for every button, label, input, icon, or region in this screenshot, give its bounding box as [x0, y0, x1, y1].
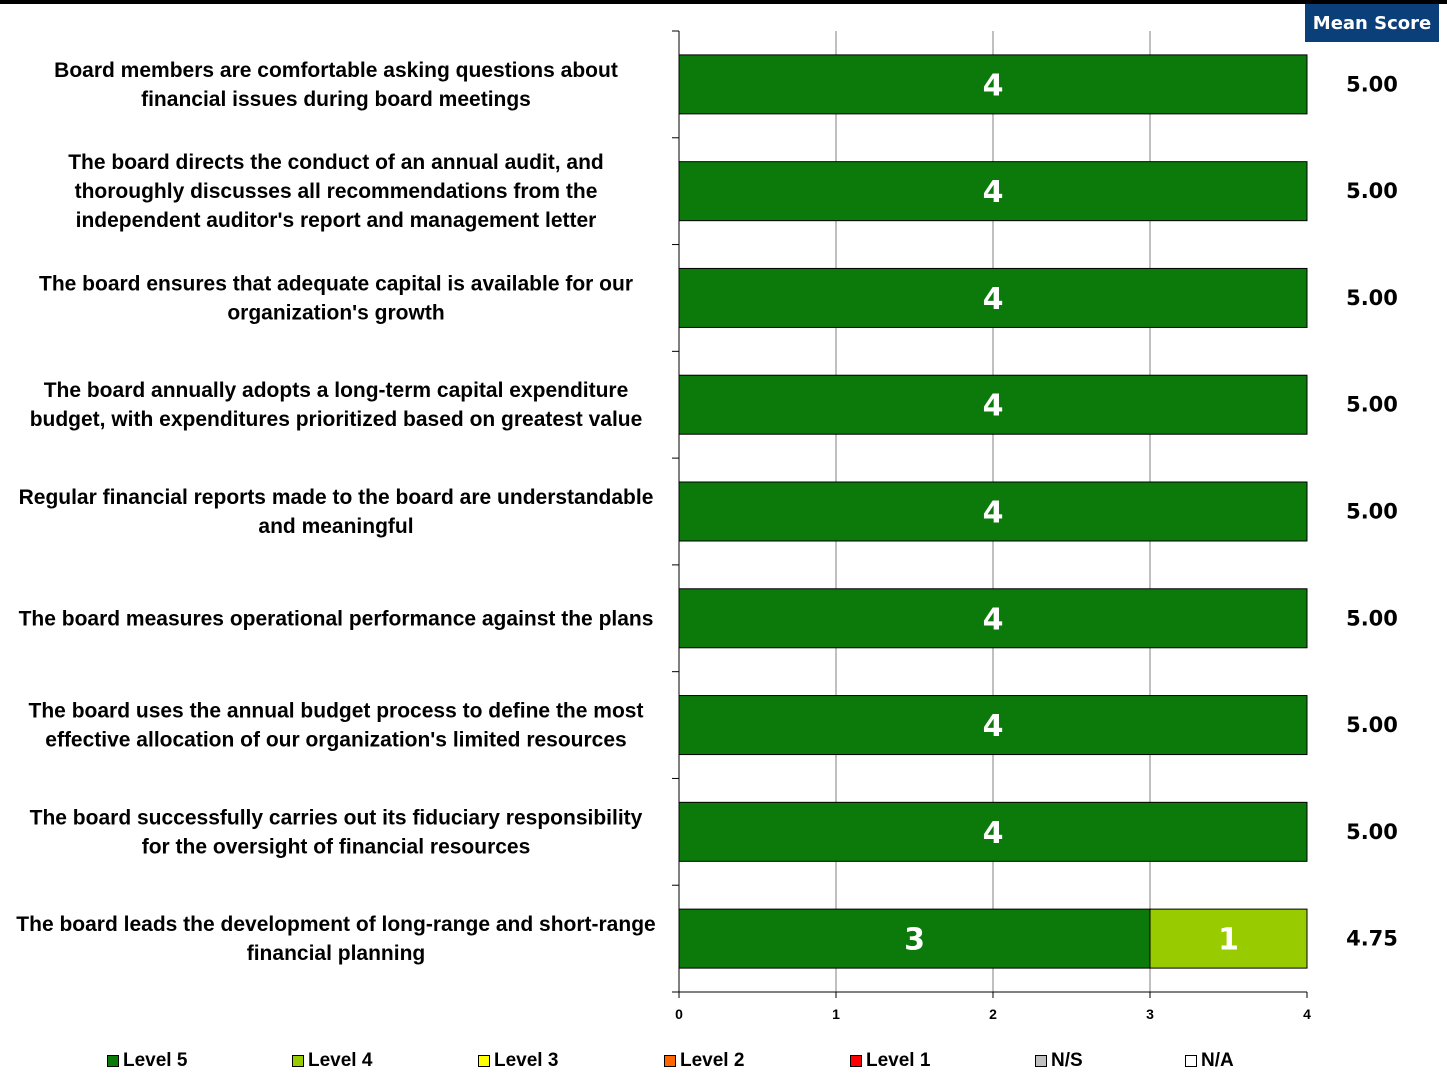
category-label: Board members are comfortable asking que…: [54, 59, 618, 111]
legend-item: Level 1: [850, 1050, 930, 1072]
legend-item: Level 4: [292, 1050, 372, 1072]
mean-score-value: 5.00: [1346, 713, 1398, 737]
category-label-line: financial planning: [247, 942, 426, 965]
legend-label: N/A: [1201, 1050, 1234, 1071]
bar-value-label: 4: [983, 389, 1004, 424]
category-label-line: The board uses the annual budget process…: [29, 700, 644, 723]
bar-value-label: 4: [983, 68, 1004, 103]
mean-score-column: 5.00 5.00 5.00 5.00 5.00 5.00 5.00 5.00 4.75: [1346, 72, 1398, 950]
bar-value-label: 4: [983, 602, 1004, 637]
bar-value-label: 4: [983, 282, 1004, 317]
legend-swatch: [107, 1055, 119, 1067]
mean-score-value: 5.00: [1346, 72, 1398, 96]
category-label: The board annually adopts a long-term ca…: [30, 379, 643, 431]
stacked-bar-chart: 4 4 4 4 4 4 4 4 3 1 0 1 2 3 4 Board members are comfo…: [16, 30, 1398, 1022]
legend-swatch: [664, 1055, 676, 1067]
x-tick-label: 0: [675, 1006, 683, 1022]
axes: 0 1 2 3 4: [672, 30, 1311, 1022]
mean-score-header: Mean Score: [1305, 4, 1439, 42]
legend-swatch: [478, 1055, 490, 1067]
bar-value-label: 4: [983, 816, 1004, 851]
category-label-line: The board measures operational performan…: [19, 607, 654, 630]
category-label-line: The board directs the conduct of an annu…: [68, 151, 604, 174]
legend-swatch: [292, 1055, 304, 1067]
category-label-line: organization's growth: [227, 301, 444, 324]
category-label-line: The board leads the development of long-…: [16, 913, 655, 936]
category-label-line: The board successfully carries out its f…: [30, 806, 643, 829]
category-label-line: financial issues during board meetings: [141, 88, 531, 111]
category-label: The board leads the development of long-…: [16, 913, 655, 965]
x-tick-label: 4: [1303, 1006, 1311, 1022]
category-label-line: Regular financial reports made to the bo…: [19, 486, 654, 509]
bar-segment: [678, 161, 1308, 222]
bar-value-label: 4: [983, 496, 1004, 531]
legend-label: Level 1: [866, 1050, 931, 1071]
category-label-line: The board annually adopts a long-term ca…: [44, 379, 629, 402]
mean-score-value: 4.75: [1346, 927, 1398, 951]
category-label-line: effective allocation of our organization…: [45, 729, 626, 752]
legend-label: Level 4: [308, 1050, 373, 1071]
mean-score-value: 5.00: [1346, 393, 1398, 417]
bar-value-label: 4: [983, 709, 1004, 744]
category-label-line: and meaningful: [258, 515, 413, 538]
x-tick-label: 1: [832, 1006, 840, 1022]
category-label-line: The board ensures that adequate capital …: [39, 272, 633, 295]
category-label-line: for the oversight of financial resources: [142, 835, 531, 858]
bar-segment: [678, 374, 1308, 435]
bar-group: 4 4 4 4 4 4 4 4 3 1: [678, 54, 1308, 969]
bar-segment: [678, 481, 1308, 542]
category-labels: Board members are comfortable asking que…: [16, 59, 655, 965]
bar-value-label: 1: [1218, 923, 1239, 958]
legend-swatch: [850, 1055, 862, 1067]
bar-segment: [678, 588, 1308, 649]
bar-segment: [678, 695, 1308, 756]
category-label-line: thoroughly discusses all recommendations…: [75, 180, 598, 203]
bar-segment: [678, 908, 1151, 969]
bar-value-label: 4: [983, 175, 1004, 210]
legend-item: Level 5: [107, 1050, 187, 1072]
bar-segment: [1149, 908, 1308, 969]
mean-score-value: 5.00: [1346, 286, 1398, 310]
category-label: The board measures operational performan…: [19, 607, 654, 630]
legend: Level 5 Level 4 Level 3 Level 2 Level 1 N/S N/…: [0, 1046, 1447, 1076]
category-label-line: Board members are comfortable asking que…: [54, 59, 618, 82]
category-label: The board directs the conduct of an annu…: [68, 151, 604, 232]
legend-label: Level 5: [123, 1050, 188, 1071]
x-tick-label: 3: [1146, 1006, 1154, 1022]
bar-segment: [678, 267, 1308, 328]
legend-label: Level 2: [680, 1050, 745, 1071]
top-rule: [0, 0, 1447, 4]
category-label-line: independent auditor's report and managem…: [76, 209, 597, 232]
mean-score-value: 5.00: [1346, 606, 1398, 630]
mean-score-value: 5.00: [1346, 179, 1398, 203]
legend-item: Level 3: [478, 1050, 558, 1072]
legend-item: N/S: [1035, 1050, 1083, 1072]
legend-label: N/S: [1051, 1050, 1083, 1071]
category-label: The board successfully carries out its f…: [30, 806, 643, 858]
category-label-line: budget, with expenditures prioritized ba…: [30, 408, 643, 431]
mean-score-value: 5.00: [1346, 820, 1398, 844]
mean-score-value: 5.00: [1346, 500, 1398, 524]
bar-segment: [678, 801, 1308, 862]
category-label: Regular financial reports made to the bo…: [19, 486, 654, 538]
category-label: The board uses the annual budget process…: [29, 700, 644, 752]
category-label: The board ensures that adequate capital …: [39, 272, 633, 324]
legend-swatch: [1035, 1055, 1047, 1067]
legend-swatch: [1185, 1055, 1197, 1067]
legend-item: N/A: [1185, 1050, 1234, 1072]
bar-value-label: 3: [904, 923, 925, 958]
legend-label: Level 3: [494, 1050, 559, 1071]
legend-item: Level 2: [664, 1050, 744, 1072]
x-tick-label: 2: [989, 1006, 997, 1022]
